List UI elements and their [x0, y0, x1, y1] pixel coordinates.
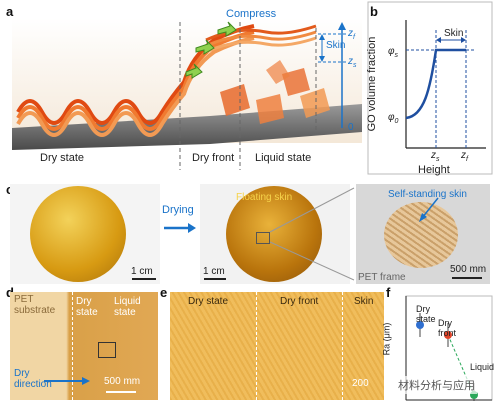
panel-c-label: c [6, 182, 13, 197]
scale-label-c2: 1 cm [203, 266, 225, 277]
dry-state-label-a: Dry state [40, 152, 85, 164]
scale-bar-c1 [132, 278, 156, 280]
scale-label-e: 200 [352, 378, 369, 389]
f-label-dry-front: Dry front [438, 318, 457, 338]
self-standing-label: Self-standing skin [388, 189, 467, 200]
droplet-skin [226, 186, 322, 282]
fraction-curve [405, 48, 466, 120]
phi-0-tick: φ0 [388, 112, 399, 125]
scale-bar-c2 [204, 278, 226, 280]
scale-label-c1: 1 cm [131, 266, 153, 277]
height-axis-label: Height [418, 164, 450, 176]
panel-a-label: a [6, 4, 14, 19]
pet-frame-label: PET frame [358, 272, 406, 283]
dry-state-label-d: Dry state [76, 296, 98, 318]
zs-label: zs [348, 56, 357, 69]
pet-substrate-label: PET substrate [14, 294, 56, 316]
ra-axis-label: Ra (μm) [381, 322, 392, 356]
microscope-photo [170, 292, 384, 400]
data-point [444, 331, 452, 339]
dry-front-label-e: Dry front [280, 296, 319, 307]
skin-label-e: Skin [354, 296, 374, 307]
panel-f-label: f [386, 285, 391, 300]
panel-d-label: d [6, 285, 14, 300]
phi-s-tick: φs [388, 46, 399, 59]
droplet-wet [30, 186, 126, 282]
floating-skin-label: Floating skin [236, 192, 293, 203]
wrinkled-layers [16, 24, 317, 137]
z-axis-arrowhead [338, 22, 346, 30]
dry-front-label-a: Dry front [192, 152, 235, 164]
watermark: 材料分析与应用 [396, 376, 477, 394]
zoom-lines [269, 187, 355, 281]
self-standing-arrow [419, 197, 439, 222]
scale-label-c3: 500 mm [450, 264, 487, 275]
liquid-trend-line [447, 334, 475, 396]
f-label-dry-state: Dry state [416, 304, 436, 324]
floating-sheets [220, 60, 330, 124]
drying-label: Drying [162, 204, 194, 216]
zoom-box-d [98, 342, 116, 358]
data-point [416, 321, 424, 329]
skin-label-a: Skin [326, 40, 346, 51]
scale-bar-c3 [452, 277, 482, 279]
zoom-box [256, 232, 270, 244]
panel-e-label: e [160, 285, 168, 300]
skin-photo [356, 184, 490, 284]
compress-arrows [185, 21, 237, 79]
ylabel-b: GO volume fraction [366, 36, 378, 132]
dry-direction-label: Dry direction [14, 368, 52, 390]
panel-b-label: b [370, 4, 378, 19]
zf-tick: zf [461, 150, 468, 163]
liquid-state-label-a: Liquid state [255, 152, 312, 164]
plot-frame [367, 1, 493, 175]
droplet-photo-1 [10, 184, 160, 284]
scale-bar-d [106, 391, 136, 393]
zf-label: zf [348, 28, 355, 41]
layer-diagram [12, 18, 362, 170]
f-label-liquid: Liquid [470, 362, 494, 372]
droplet-photo-2 [200, 184, 350, 284]
zero-label: 0 [348, 122, 354, 133]
drying-arrow [164, 223, 196, 233]
zs-tick: zs [431, 150, 440, 163]
dry-direction-arrow [44, 377, 90, 385]
liquid-state-label-d: Liquid state [114, 296, 141, 318]
scale-label-d: 500 mm [104, 376, 141, 387]
dry-state-label-e: Dry state [188, 296, 229, 307]
self-standing-film [384, 202, 458, 268]
compress-label: Compress [226, 8, 277, 20]
gradient-plot [367, 1, 493, 175]
skin-label-b: Skin [444, 28, 464, 39]
